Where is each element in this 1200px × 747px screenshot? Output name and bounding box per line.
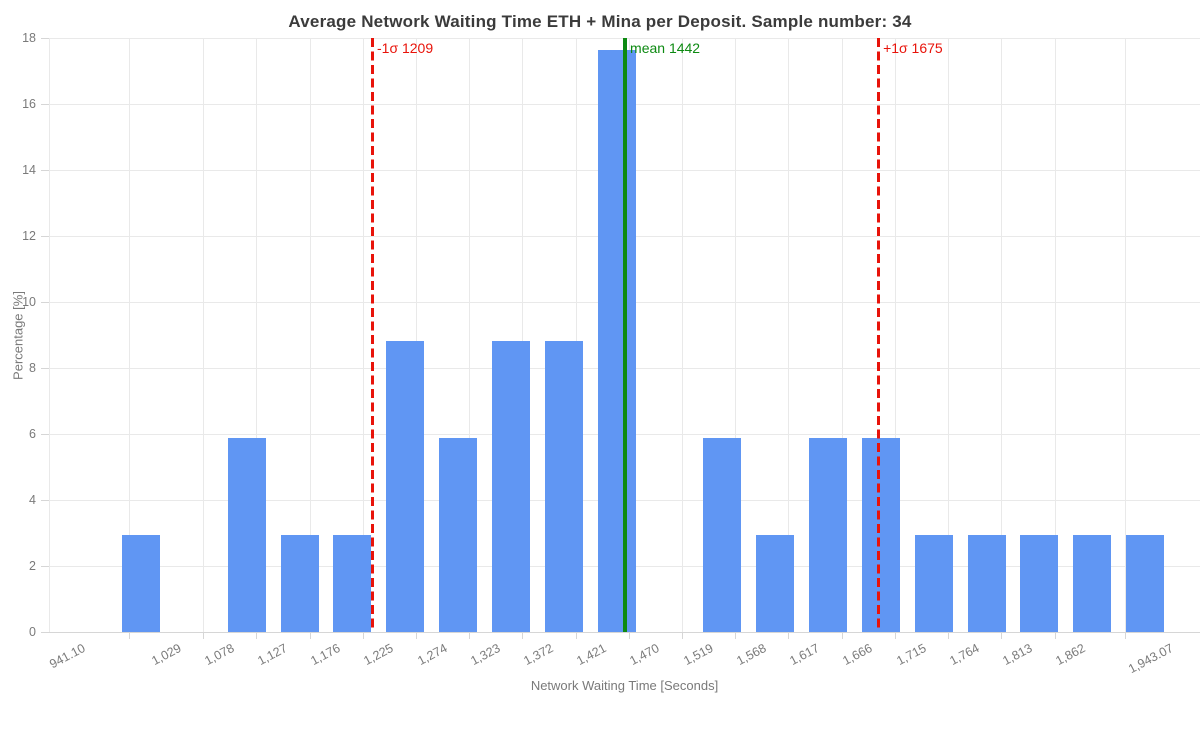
y-tick-label: 12 bbox=[22, 229, 36, 243]
bar bbox=[333, 534, 372, 632]
grid-x-line bbox=[1125, 38, 1127, 632]
x-tick-mark bbox=[362, 632, 364, 639]
grid-x-line bbox=[309, 38, 311, 632]
grid-x-line bbox=[735, 38, 737, 632]
bar bbox=[967, 534, 1006, 632]
x-tick-mark bbox=[628, 632, 630, 639]
x-tick-mark bbox=[256, 632, 258, 639]
grid-x-line bbox=[894, 38, 896, 632]
y-tick-mark bbox=[41, 170, 49, 171]
grid-x-line bbox=[415, 38, 417, 632]
y-tick-mark bbox=[41, 566, 49, 567]
bar bbox=[280, 534, 319, 632]
y-tick-mark bbox=[41, 632, 49, 633]
grid-x-line bbox=[788, 38, 790, 632]
x-tick-mark bbox=[788, 632, 790, 639]
grid-x-line bbox=[841, 38, 843, 632]
y-tick-mark bbox=[41, 38, 49, 39]
grid-x-line bbox=[362, 38, 364, 632]
ref-line-label-mean: mean 1442 bbox=[630, 40, 701, 56]
grid-x-line bbox=[203, 38, 205, 632]
y-tick-mark bbox=[41, 500, 49, 501]
y-axis-line bbox=[49, 38, 50, 632]
grid-x-line bbox=[469, 38, 471, 632]
y-tick-label: 0 bbox=[29, 625, 36, 639]
bar bbox=[439, 437, 478, 632]
bar bbox=[491, 340, 530, 632]
y-tick-label: 8 bbox=[29, 361, 36, 375]
y-tick-mark bbox=[41, 368, 49, 369]
bar bbox=[227, 437, 266, 632]
x-tick-mark bbox=[1001, 632, 1003, 639]
y-axis-title: Percentage [%] bbox=[10, 291, 26, 380]
y-tick-mark bbox=[41, 434, 49, 435]
ref-line-mean bbox=[623, 38, 628, 632]
y-tick-label: 16 bbox=[22, 97, 36, 111]
ref-line-label-minus-1-sigma: -1σ 1209 bbox=[377, 40, 434, 56]
x-tick-mark bbox=[682, 632, 684, 639]
x-tick-mark bbox=[128, 632, 130, 639]
x-tick-mark bbox=[203, 632, 205, 639]
x-tick-mark bbox=[948, 632, 950, 639]
bar bbox=[861, 437, 900, 632]
bar bbox=[386, 340, 425, 632]
grid-x-line bbox=[522, 38, 524, 632]
grid-x-line bbox=[682, 38, 684, 632]
bar bbox=[1073, 534, 1112, 632]
x-axis-title: Network Waiting Time [Seconds] bbox=[530, 678, 719, 693]
bar bbox=[122, 534, 160, 632]
x-axis-line bbox=[49, 632, 1200, 633]
grid-x-line bbox=[575, 38, 577, 632]
grid-x-line bbox=[1054, 38, 1056, 632]
chart-title: Average Network Waiting Time ETH + Mina … bbox=[288, 12, 912, 31]
grid-x-line bbox=[256, 38, 258, 632]
y-tick-label: 18 bbox=[22, 31, 36, 45]
bar bbox=[597, 49, 636, 632]
y-tick-label: 4 bbox=[29, 493, 36, 507]
ref-line-label-plus-1-sigma: +1σ 1675 bbox=[883, 40, 943, 56]
y-tick-label: 6 bbox=[29, 427, 36, 441]
bar bbox=[1126, 534, 1165, 632]
ref-line-minus-1-sigma bbox=[370, 38, 374, 632]
x-tick-mark bbox=[735, 632, 737, 639]
histogram-chart: Average Network Waiting Time ETH + Mina … bbox=[10, 12, 1200, 693]
y-tick-mark bbox=[41, 236, 49, 237]
x-tick-mark bbox=[522, 632, 524, 639]
x-tick-mark bbox=[575, 632, 577, 639]
bar bbox=[703, 437, 742, 632]
grid-x-line bbox=[1001, 38, 1003, 632]
x-tick-mark bbox=[309, 632, 311, 639]
x-tick-mark bbox=[469, 632, 471, 639]
y-tick-label: 10 bbox=[22, 295, 36, 309]
bar bbox=[809, 437, 848, 632]
y-tick-mark bbox=[41, 104, 49, 105]
y-tick-mark bbox=[41, 302, 49, 303]
ref-line-plus-1-sigma bbox=[876, 38, 880, 632]
y-tick-label: 2 bbox=[29, 559, 36, 573]
x-tick-mark bbox=[1125, 632, 1127, 639]
grid-x-line bbox=[948, 38, 950, 632]
bar bbox=[914, 534, 953, 632]
bar bbox=[756, 534, 795, 632]
bar bbox=[1020, 534, 1059, 632]
x-tick-mark bbox=[894, 632, 896, 639]
bar bbox=[544, 340, 583, 632]
y-tick-label: 14 bbox=[22, 163, 36, 177]
grid-x-line bbox=[128, 38, 130, 632]
x-tick-mark bbox=[1054, 632, 1056, 639]
x-tick-mark bbox=[841, 632, 843, 639]
x-tick-mark bbox=[415, 632, 417, 639]
